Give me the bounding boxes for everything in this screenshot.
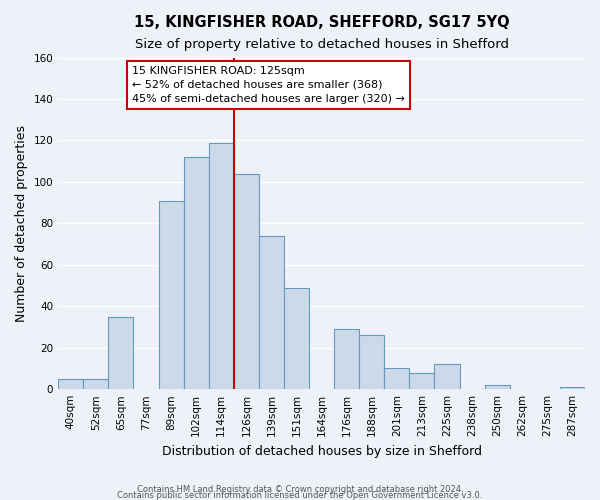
Title: 15, KINGFISHER ROAD, SHEFFORD, SG17 5YQ: 15, KINGFISHER ROAD, SHEFFORD, SG17 5YQ — [134, 15, 509, 30]
Y-axis label: Number of detached properties: Number of detached properties — [15, 125, 28, 322]
Bar — [158, 200, 184, 389]
Bar — [209, 142, 234, 389]
Bar — [58, 379, 83, 389]
Bar — [334, 329, 359, 389]
Bar — [485, 385, 510, 389]
Bar — [359, 336, 385, 389]
Bar — [560, 387, 585, 389]
Text: Size of property relative to detached houses in Shefford: Size of property relative to detached ho… — [134, 38, 509, 51]
Text: Contains HM Land Registry data © Crown copyright and database right 2024.: Contains HM Land Registry data © Crown c… — [137, 484, 463, 494]
X-axis label: Distribution of detached houses by size in Shefford: Distribution of detached houses by size … — [161, 444, 482, 458]
Bar — [434, 364, 460, 389]
Text: 15 KINGFISHER ROAD: 125sqm
← 52% of detached houses are smaller (368)
45% of sem: 15 KINGFISHER ROAD: 125sqm ← 52% of deta… — [132, 66, 405, 104]
Bar — [83, 379, 109, 389]
Bar — [234, 174, 259, 389]
Bar — [385, 368, 409, 389]
Bar — [409, 372, 434, 389]
Bar — [184, 157, 209, 389]
Bar — [259, 236, 284, 389]
Bar — [284, 288, 309, 389]
Text: Contains public sector information licensed under the Open Government Licence v3: Contains public sector information licen… — [118, 490, 482, 500]
Bar — [109, 316, 133, 389]
